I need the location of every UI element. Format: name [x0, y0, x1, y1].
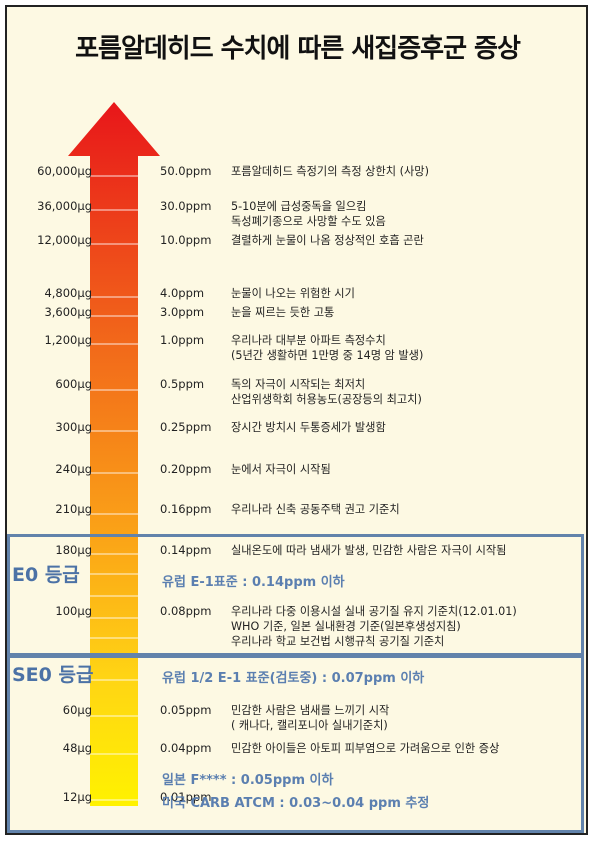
symptom-description: 눈을 찌르는 듯한 고통	[231, 305, 334, 320]
eu-half-e1-standard: 유럽 1/2 E-1 표준(검토중) : 0.07ppm 이하	[162, 671, 425, 686]
ppm-value: 50.0ppm	[160, 164, 212, 178]
ppm-value: 0.20ppm	[160, 462, 212, 476]
description-line: ( 캐나다, 캘리포니아 실내기준치)	[231, 719, 388, 732]
microgram-value: 60,000μg	[37, 164, 92, 178]
description-line: 포름알데히드 측정기의 측정 상한치 (사망)	[231, 165, 429, 178]
ppm-value: 4.0ppm	[160, 286, 205, 300]
se0-grade-zone	[7, 655, 584, 833]
description-line: (5년간 생활하면 1만명 중 14명 암 발생)	[231, 349, 424, 362]
level-row: 300μg 0.25ppm 장시간 방치시 두통증세가 발생함	[0, 420, 595, 440]
e0-grade-label: E0 등급	[12, 564, 80, 586]
description-line: 민감한 사람은 냄새를 느끼기 시작	[231, 704, 390, 717]
level-row: 48μg 0.04ppm 민감한 아이들은 아토피 피부염으로 가려움으로 인한 증…	[0, 741, 595, 761]
page-title: 포름알데히드 수치에 따른 새집증후군 증상	[75, 34, 521, 64]
level-row: 210μg 0.16ppm 우리나라 신축 공동주택 권고 기준치	[0, 502, 595, 522]
symptom-description: 민감한 사람은 냄새를 느끼기 시작 ( 캐나다, 캘리포니아 실내기준치)	[231, 703, 389, 733]
ppm-value: 0.16ppm	[160, 502, 212, 516]
arrow-ticks	[90, 175, 138, 801]
ppm-value: 0.08ppm	[160, 604, 212, 618]
description-line: 산업위생학회 허용농도(공장등의 최고치)	[231, 393, 422, 406]
microgram-value: 300μg	[55, 420, 92, 434]
ppm-value: 0.01ppm	[160, 790, 212, 804]
symptom-description: 우리나라 대부분 아파트 측정수치 (5년간 생활하면 1만명 중 14명 암 발…	[231, 333, 423, 363]
eu-e1-standard: 유럽 E-1표준 : 0.14ppm 이하	[162, 575, 345, 590]
description-line: 우리나라 다중 이용시설 실내 공기질 유지 기준치(12.01.01)	[231, 605, 517, 618]
arrow-shape	[68, 102, 160, 806]
level-row: 240μg 0.20ppm 눈에서 자극이 시작됨	[0, 462, 595, 482]
level-row: 1,200μg 1.0ppm 우리나라 대부분 아파트 측정수치 (5년간 생활하면 …	[0, 333, 595, 362]
carb-standard: 미국 CARB ATCM : 0.03~0.04 ppm 추정	[162, 796, 430, 811]
symptom-description: 민감한 아이들은 아토피 피부염으로 가려움으로 인한 증상	[231, 741, 499, 756]
description-line: WHO 기준, 일본 실내환경 기준(일본후생성지침)	[231, 620, 461, 633]
symptom-description: 눈물이 나오는 위험한 시기	[231, 286, 355, 301]
microgram-value: 100μg	[55, 604, 92, 618]
symptom-description: 포름알데히드 측정기의 측정 상한치 (사망)	[231, 164, 429, 179]
microgram-value: 240μg	[55, 462, 92, 476]
symptom-description: 장시간 방치시 두통증세가 발생함	[231, 420, 386, 435]
description-line: 장시간 방치시 두통증세가 발생함	[231, 421, 386, 434]
description-line: 우리나라 신축 공동주택 권고 기준치	[231, 503, 400, 516]
description-line: 5-10분에 급성중독을 일으킴	[231, 200, 367, 213]
microgram-value: 600μg	[55, 377, 92, 391]
microgram-value: 60μg	[62, 703, 92, 717]
description-line: 눈물이 나오는 위험한 시기	[231, 287, 355, 300]
microgram-value: 12,000μg	[37, 233, 92, 247]
symptom-description: 결렬하게 눈물이 나옴 정상적인 호흡 곤란	[231, 233, 424, 248]
symptom-description: 우리나라 신축 공동주택 권고 기준치	[231, 502, 400, 517]
se0-grade-label: SE0 등급	[12, 664, 94, 686]
description-line: 우리나라 대부분 아파트 측정수치	[231, 334, 386, 347]
e0-grade-zone	[7, 534, 584, 656]
level-row: 100μg 0.08ppm 우리나라 다중 이용시설 실내 공기질 유지 기준치(1…	[0, 604, 595, 648]
symptom-description: 눈에서 자극이 시작됨	[231, 462, 331, 477]
microgram-value: 36,000μg	[37, 199, 92, 213]
description-line: 실내온도에 따라 냄새가 발생, 민감한 사람은 자극이 시작됨	[231, 544, 507, 557]
level-row: 3,600μg 3.0ppm 눈을 찌르는 듯한 고통	[0, 305, 595, 325]
ppm-value: 0.04ppm	[160, 741, 212, 755]
concentration-arrow	[68, 102, 160, 806]
ppm-value: 3.0ppm	[160, 305, 205, 319]
description-line: 독성폐기종으로 사망할 수도 있음	[231, 215, 386, 228]
microgram-value: 180μg	[55, 543, 92, 557]
japan-standard: 일본 F**** : 0.05ppm 이하	[162, 773, 334, 788]
symptom-description: 실내온도에 따라 냄새가 발생, 민감한 사람은 자극이 시작됨	[231, 543, 506, 558]
level-row: 60μg 0.05ppm 민감한 사람은 냄새를 느끼기 시작 ( 캐나다, 캘리포니…	[0, 703, 595, 732]
ppm-value: 0.5ppm	[160, 377, 205, 391]
level-row: 180μg 0.14ppm 실내온도에 따라 냄새가 발생, 민감한 사람은 자극이…	[0, 543, 595, 563]
level-row: 12,000μg 10.0ppm 결렬하게 눈물이 나옴 정상적인 호흡 곤란	[0, 233, 595, 253]
level-row: 4,800μg 4.0ppm 눈물이 나오는 위험한 시기	[0, 286, 595, 306]
level-row: 60,000μg 50.0ppm 포름알데히드 측정기의 측정 상한치 (사망)	[0, 164, 595, 184]
microgram-value: 4,800μg	[44, 286, 92, 300]
description-line: 눈에서 자극이 시작됨	[231, 463, 331, 476]
microgram-value: 3,600μg	[44, 305, 92, 319]
description-line: 민감한 아이들은 아토피 피부염으로 가려움으로 인한 증상	[231, 742, 500, 755]
ppm-value: 1.0ppm	[160, 333, 205, 347]
ppm-value: 0.25ppm	[160, 420, 212, 434]
microgram-value: 1,200μg	[44, 333, 92, 347]
description-line: 눈을 찌르는 듯한 고통	[231, 306, 335, 319]
microgram-value: 12μg	[62, 790, 92, 804]
description-line: 우리나라 학교 보건법 시행규칙 공기질 기준치	[231, 635, 445, 648]
ppm-value: 10.0ppm	[160, 233, 212, 247]
ppm-value: 0.05ppm	[160, 703, 212, 717]
ppm-value: 0.14ppm	[160, 543, 212, 557]
ppm-value: 30.0ppm	[160, 199, 212, 213]
microgram-value: 48μg	[62, 741, 92, 755]
description-line: 결렬하게 눈물이 나옴 정상적인 호흡 곤란	[231, 234, 424, 247]
description-line: 독의 자극이 시작되는 최저치	[231, 378, 366, 391]
microgram-value: 210μg	[55, 502, 92, 516]
symptom-description: 우리나라 다중 이용시설 실내 공기질 유지 기준치(12.01.01) WHO …	[231, 604, 517, 649]
level-row: 12μg 0.01ppm	[0, 790, 595, 810]
